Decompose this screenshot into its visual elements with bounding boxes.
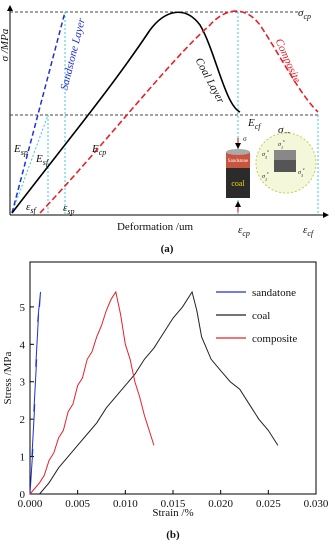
- caption: (b): [166, 529, 180, 541]
- x-label: Deformation /um: [117, 221, 194, 233]
- symbol: ε: [26, 201, 31, 213]
- subscript: sp: [67, 207, 74, 216]
- symbol-label: σ3s: [262, 148, 269, 160]
- symbol: E: [35, 153, 43, 165]
- series-line: [29, 291, 41, 495]
- x-tick-label: 0.020: [208, 498, 233, 510]
- subscript: cf: [255, 122, 263, 131]
- cap: [226, 149, 250, 155]
- symbol: ε: [303, 224, 308, 236]
- legend-label: composite: [252, 333, 297, 345]
- symbol: σ: [298, 7, 304, 19]
- y-tick-label: 4: [20, 339, 26, 351]
- cube-top: [274, 150, 296, 160]
- x-tick-label: 0.015: [161, 498, 186, 510]
- symbols: σcpσcrEspEsfEcpEcfεsfεspεcpεcf: [13, 7, 315, 238]
- y-tick-label: 5: [20, 302, 26, 314]
- symbol: ε: [238, 224, 243, 236]
- load-label: σ: [243, 135, 247, 143]
- symbol-label: εcf: [303, 224, 315, 238]
- symbol-label: σ1s: [278, 138, 285, 150]
- x-tick-label: 0.005: [65, 498, 90, 510]
- symbol-label: σcp: [298, 7, 311, 21]
- x-label: Strain /%: [152, 507, 193, 519]
- symbol: E: [91, 143, 99, 155]
- symbol-label: σ1c: [262, 170, 269, 182]
- x-tick-label: 0.030: [304, 498, 329, 510]
- cube-bottom: [274, 160, 296, 172]
- y-tick-label: 3: [20, 377, 26, 389]
- symbol-label: εcp: [238, 224, 250, 238]
- subscript: cp: [242, 229, 250, 238]
- coal-curve: [11, 11, 241, 214]
- subscript: cp: [99, 148, 107, 157]
- sandstone-curve: [11, 11, 66, 214]
- y-tick-label: 1: [20, 452, 26, 464]
- subscript: sp: [21, 148, 28, 157]
- composite-curve: [39, 10, 319, 214]
- y-tick-label: 0: [20, 489, 26, 501]
- layer-label: coal: [231, 179, 245, 188]
- panel-b: 0 1 2 3 4 5 0.000 0.005 0.010 0.015 0.020 0.025 0.03…: [2, 261, 329, 541]
- x-tick-label: 0.010: [113, 498, 138, 510]
- symbol-label: εsp: [63, 202, 74, 216]
- symbol: E: [13, 143, 21, 155]
- symbol-label: Esp: [13, 143, 28, 157]
- symbol: σ: [262, 152, 266, 158]
- superscript: s: [267, 148, 269, 153]
- symbol-label: Ecp: [91, 143, 106, 157]
- superscript: s: [283, 138, 285, 143]
- series-line: [39, 290, 279, 495]
- layer-label: Sandstone: [228, 159, 249, 164]
- subscript: 3: [301, 173, 303, 178]
- subscript: cp: [303, 12, 311, 21]
- subscript: 3: [265, 155, 267, 160]
- subscript: 1: [281, 145, 283, 150]
- coal-block: [226, 168, 250, 198]
- legend-label: sandatone: [252, 287, 296, 299]
- subscript: 1: [265, 177, 267, 182]
- symbol-label: σ3c: [298, 166, 305, 178]
- legend-label: coal: [252, 310, 270, 322]
- x-tick-label: 0.000: [18, 498, 43, 510]
- symbol: σ: [278, 124, 284, 136]
- x-tick-label: 0.025: [256, 498, 281, 510]
- caption: (a): [161, 243, 174, 255]
- subscript: sf: [43, 158, 50, 167]
- panel-a: σ /MPa Sandstone Layer Coal Layer Compos…: [0, 5, 329, 255]
- subscript: sf: [30, 206, 37, 215]
- superscript: c: [267, 170, 269, 175]
- curve-label: Composite: [273, 37, 303, 85]
- symbol-label: Ecf: [247, 117, 262, 131]
- superscript: c: [303, 166, 305, 171]
- series-line: [29, 290, 155, 495]
- symbol-label: Esf: [35, 153, 50, 167]
- curve-label: Sandstone Layer: [58, 16, 88, 91]
- subscript: cf: [307, 229, 315, 238]
- symbol: ε: [63, 202, 68, 214]
- symbol: σ: [262, 174, 266, 180]
- symbol: σ: [278, 142, 282, 148]
- y-tick-label: 2: [20, 414, 26, 426]
- y-label: Stress /MPa: [2, 351, 14, 404]
- sandstone-block: [226, 152, 250, 168]
- symbol: E: [247, 117, 255, 129]
- y-label: σ /MPa: [0, 28, 11, 61]
- symbol-label: εsf: [26, 201, 37, 215]
- symbol: σ: [298, 170, 302, 176]
